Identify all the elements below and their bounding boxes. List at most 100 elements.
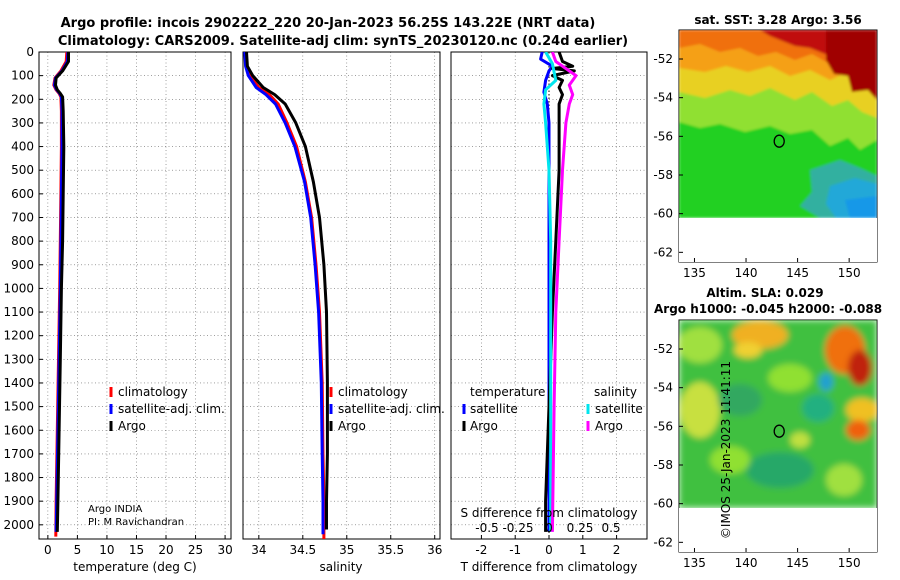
temperature-axes	[38, 51, 232, 540]
series-line-satellite-adj-clim-	[243, 52, 325, 535]
x-tick-label: 35.5	[377, 543, 404, 557]
salinity-difference-ticklabels: -0.5 -0.25 0 0.25 0.5	[475, 521, 620, 535]
map-y-tick-label: -62	[653, 535, 673, 549]
map-y-tick-label: -56	[653, 129, 673, 143]
y-tick-label: 1300	[3, 352, 34, 366]
salinity-lines	[243, 52, 329, 539]
map-y-tick-label: -56	[653, 419, 673, 433]
argo-location-marker	[773, 134, 785, 148]
legend-label-argo: Argo	[338, 419, 366, 433]
title-line-2: Climatology: CARS2009. Satellite-adj cli…	[58, 34, 628, 49]
sst-map-nodata	[679, 218, 877, 262]
sst-map-field	[679, 30, 877, 218]
y-tick-label: 1400	[3, 376, 34, 390]
difference-legend: temperature salinity satellite Argo sate…	[462, 385, 643, 433]
y-tick-label: 2000	[3, 518, 34, 532]
x-tick-label: 15	[129, 543, 144, 557]
temperature-grid	[39, 51, 231, 539]
sla-map-nodata	[679, 508, 877, 552]
y-tick-label: 1600	[3, 423, 34, 437]
salinity-panel: 34 34.5 35 35.5 36 salinity climatology sate…	[242, 51, 445, 574]
map-x-tick-label: 135	[683, 266, 706, 280]
map-x-tick-label: 150	[838, 556, 861, 570]
y-tick-label: 1000	[3, 281, 34, 295]
imos-credit: ©IMOS 25-Jan-2023 11:41:11	[719, 361, 733, 539]
x-tick-label: 0	[44, 543, 52, 557]
annotation-argo-india: Argo INDIA	[88, 504, 143, 515]
salinity-axes	[242, 51, 441, 540]
depth-axis: 0 100 200 300 400 500 600 700 800 900 1000 1100 1200…	[3, 45, 43, 532]
legend-label-satellite: satellite-adj. clim.	[338, 402, 445, 416]
sst-map-title: sat. SST: 3.28 Argo: 3.56	[694, 13, 861, 27]
map-x-tick-label: 150	[838, 266, 861, 280]
legend-label-sal-satellite: satellite	[595, 402, 643, 416]
map-y-tick-label: -58	[653, 458, 673, 472]
top-tick-label: -0.5	[475, 521, 498, 535]
top-tick-label: 0	[545, 521, 553, 535]
map-x-tick-label: 135	[683, 556, 706, 570]
x-tick-label: -2	[475, 543, 487, 557]
x-tick-label: 34.5	[289, 543, 316, 557]
y-tick-label: 200	[11, 92, 34, 106]
y-tick-label: 700	[11, 210, 34, 224]
legend-label-argo: Argo	[118, 419, 146, 433]
salinity-grid	[243, 51, 440, 539]
sla-map-title: Altim. SLA: 0.029	[706, 286, 823, 300]
y-tick-label: 400	[11, 140, 34, 154]
x-tick-label: 34	[251, 543, 266, 557]
y-tick-label: 600	[11, 187, 34, 201]
sst-map-ticks: 135 140 145 150 -52 -54 -56 -58 -60 -62	[653, 52, 860, 280]
series-line-salinity-satellite	[542, 52, 558, 532]
map-x-tick-label: 145	[786, 556, 809, 570]
title-line-1: Argo profile: incois 2902222_220 20-Jan-…	[61, 16, 596, 31]
legend-label-temp-argo: Argo	[470, 419, 498, 433]
y-tick-label: 100	[11, 69, 34, 83]
legend-label-satellite: satellite-adj. clim.	[118, 402, 225, 416]
salinity-xlabel: salinity	[319, 560, 362, 574]
y-tick-label: 0	[26, 45, 34, 59]
temperature-lines	[52, 52, 70, 537]
x-tick-label: 2	[613, 543, 621, 557]
temperature-panel: 0100200300400500600700800900100011001200…	[3, 45, 232, 574]
series-line-argo	[245, 52, 329, 530]
top-tick-label: 0.5	[601, 521, 620, 535]
x-tick-label: 1	[579, 543, 587, 557]
x-tick-label: 30	[217, 543, 232, 557]
map-x-tick-label: 145	[786, 266, 809, 280]
legend-title-salinity: salinity	[594, 385, 637, 399]
y-tick-label: 1200	[3, 329, 34, 343]
map-y-tick-label: -60	[653, 207, 673, 221]
argo-location-marker	[773, 424, 785, 438]
x-tick-label: 5	[74, 543, 82, 557]
legend-label-climatology: climatology	[338, 385, 408, 399]
series-line-argo	[54, 52, 70, 532]
sla-map-panel: Altim. SLA: 0.029 Argo h1000: -0.045 h20…	[653, 286, 882, 570]
y-tick-label: 500	[11, 163, 34, 177]
top-tick-label: -0.25	[502, 521, 533, 535]
y-tick-label: 300	[11, 116, 34, 130]
temperature-xlabel: temperature (deg C)	[73, 560, 196, 574]
y-tick-label: 1100	[3, 305, 34, 319]
x-tick-label: 35	[339, 543, 354, 557]
y-tick-label: 1700	[3, 447, 34, 461]
x-tick-label: 25	[188, 543, 203, 557]
x-tick-label: 20	[158, 543, 173, 557]
difference-x-axis: -2 -1 0 1 2	[475, 535, 620, 557]
legend-label-climatology: climatology	[118, 385, 188, 399]
difference-lines	[539, 52, 578, 532]
y-tick-label: 800	[11, 234, 34, 248]
map-x-tick-label: 140	[735, 556, 758, 570]
map-y-tick-label: -52	[653, 342, 673, 356]
salinity-legend: climatology satellite-adj. clim. Argo	[329, 385, 445, 433]
map-y-tick-label: -62	[653, 245, 673, 259]
map-y-tick-label: -58	[653, 168, 673, 182]
map-y-tick-label: -54	[653, 91, 673, 105]
x-tick-label: 36	[427, 543, 442, 557]
top-tick-label: 0.25	[567, 521, 594, 535]
legend-label-temp-satellite: satellite	[470, 402, 518, 416]
x-tick-label: -1	[509, 543, 521, 557]
legend-title-temperature: temperature	[470, 385, 545, 399]
difference-panel: -2 -1 0 1 2 T difference from climatology S …	[450, 51, 648, 574]
y-tick-label: 1800	[3, 471, 34, 485]
